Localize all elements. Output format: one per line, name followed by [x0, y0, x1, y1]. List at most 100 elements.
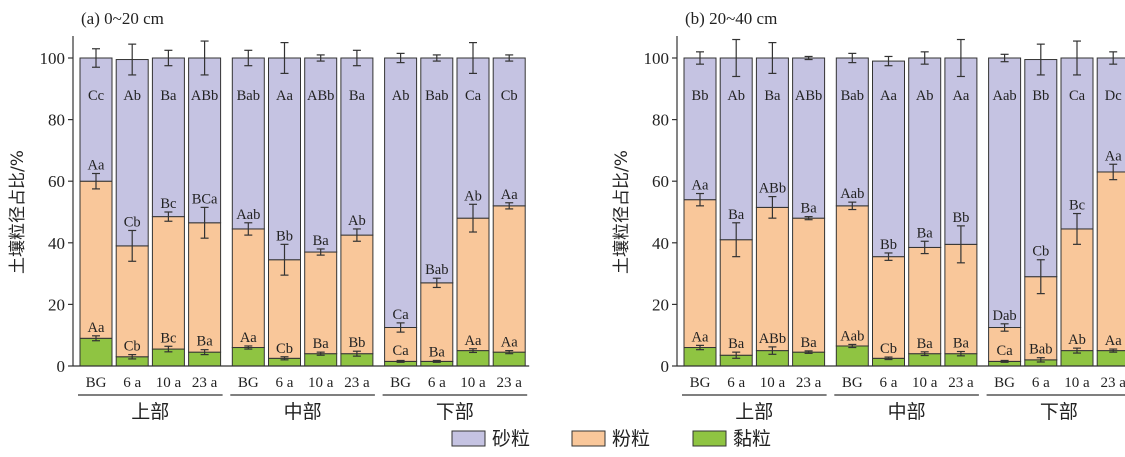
- significance-label: Ba: [313, 336, 330, 352]
- y-axis-label: 土壤粒径占比/%: [7, 150, 28, 274]
- x-tick-label: 6 a: [123, 375, 141, 391]
- significance-label: ABb: [307, 88, 334, 104]
- chart-panel-1: (a) 0~20 cm 土壤粒径占比/% 0 20 40 60 80 100 Aa Aa Cc BG C…: [7, 9, 530, 423]
- bar-segment-粉粒: [719, 239, 753, 356]
- significance-label: Bc: [160, 196, 176, 212]
- x-tick-label: 23 a: [1100, 375, 1125, 391]
- bar-segment-砂粒: [835, 57, 869, 207]
- significance-label: Ca: [1069, 88, 1086, 104]
- bar-segment-粉粒: [683, 199, 717, 349]
- significance-label: Ba: [801, 335, 818, 351]
- x-tick-label: 10 a: [760, 375, 786, 391]
- bar-11: Aa Ab Ca: [456, 41, 490, 367]
- chart-panel-2: (b) 20~40 cm 土壤粒径占比/% 0 20 40 60 80 100 Aa Aa Bb BG…: [611, 9, 1125, 423]
- bar-9: Ca Dab Aab: [988, 53, 1022, 367]
- significance-label: Ba: [917, 225, 934, 241]
- significance-label: Bb: [952, 210, 969, 226]
- significance-label: Ab: [727, 88, 745, 104]
- x-tick-label: 10 a: [912, 375, 938, 391]
- y-tick-label: 100: [40, 49, 66, 68]
- y-tick-label: 40: [48, 234, 65, 253]
- bar-segment-粉粒: [151, 216, 185, 350]
- bar-segment-砂粒: [492, 57, 526, 207]
- group-label: 上部: [735, 401, 773, 423]
- bar-segment-砂粒: [151, 57, 185, 218]
- significance-label: Ca: [997, 343, 1014, 359]
- bar-segment-砂粒: [340, 57, 374, 236]
- significance-label: Ab: [348, 213, 366, 229]
- significance-label: Cb: [880, 341, 897, 357]
- significance-label: BCa: [192, 191, 218, 207]
- x-tick-label: 23 a: [496, 375, 522, 391]
- y-tick-label: 0: [661, 357, 670, 376]
- significance-label: Ba: [728, 336, 745, 352]
- group-label: 中部: [284, 401, 322, 423]
- chart-title: (a) 0~20 cm: [81, 9, 164, 28]
- legend-swatch: [451, 430, 486, 447]
- significance-label: Aa: [501, 335, 518, 351]
- x-tick-label: BG: [86, 375, 107, 391]
- significance-label: Dab: [993, 308, 1017, 324]
- bar-6: Cb Bb Aa: [268, 41, 301, 367]
- significance-label: Bb: [1032, 88, 1049, 104]
- significance-label: Aa: [1105, 333, 1122, 349]
- legend-label: 黏粒: [733, 428, 771, 450]
- bar-segment-粉粒: [1096, 171, 1125, 352]
- bar-segment-砂粒: [719, 57, 753, 241]
- x-tick-label: 6 a: [276, 375, 294, 391]
- significance-label: Aab: [840, 328, 864, 344]
- significance-label: Cb: [501, 88, 518, 104]
- significance-label: ABb: [795, 88, 822, 104]
- significance-label: ABb: [759, 181, 786, 197]
- y-tick-label: 60: [48, 172, 65, 191]
- bar-segment-砂粒: [231, 57, 265, 230]
- bar-segment-砂粒: [188, 57, 222, 224]
- significance-label: Bc: [160, 330, 176, 346]
- significance-label: Aa: [692, 178, 709, 194]
- significance-label: Ba: [728, 207, 745, 223]
- significance-label: Ba: [801, 201, 818, 217]
- significance-label: Aab: [993, 88, 1017, 104]
- bar-segment-黏粒: [231, 347, 265, 367]
- significance-label: Aa: [88, 320, 105, 336]
- chart-title: (b) 20~40 cm: [685, 9, 777, 28]
- bar-segment-砂粒: [988, 57, 1022, 328]
- bar-3: Bc Bc Ba: [151, 49, 185, 367]
- bar-segment-黏粒: [835, 345, 869, 367]
- significance-label: Ba: [349, 88, 366, 104]
- x-tick-label: 6 a: [727, 375, 745, 391]
- bar-2: Ba Ba Ab: [719, 38, 753, 367]
- significance-label: Bb: [692, 88, 709, 104]
- legend-label: 砂粒: [492, 428, 530, 450]
- significance-label: Bab: [237, 88, 260, 104]
- bar-5: Aab Aab Bab: [835, 52, 869, 367]
- legend-label: 粉粒: [612, 428, 650, 450]
- significance-label: Aa: [88, 158, 105, 174]
- legend-item: 砂粒: [451, 428, 530, 450]
- x-tick-label: 10 a: [308, 375, 334, 391]
- significance-label: ABb: [191, 88, 218, 104]
- group-label: 中部: [888, 401, 926, 423]
- group-label: 下部: [436, 401, 474, 423]
- bar-segment-粉粒: [492, 205, 526, 353]
- significance-label: Ab: [916, 88, 934, 104]
- significance-label: Ca: [465, 88, 482, 104]
- significance-label: Ba: [429, 344, 446, 360]
- significance-label: Cb: [124, 339, 141, 355]
- legend: 砂粒 粉粒 黏粒: [451, 428, 771, 450]
- bar-11: Ab Bc Ca: [1060, 40, 1094, 367]
- y-tick-label: 0: [57, 357, 66, 376]
- significance-label: Aa: [465, 333, 482, 349]
- significance-label: Cb: [1032, 244, 1049, 260]
- significance-label: Aa: [276, 88, 293, 104]
- x-tick-label: BG: [390, 375, 411, 391]
- bar-segment-粉粒: [231, 228, 265, 349]
- significance-label: Ca: [393, 307, 410, 323]
- significance-label: Bc: [1069, 198, 1085, 214]
- x-tick-label: 6 a: [428, 375, 446, 391]
- bar-segment-砂粒: [420, 57, 454, 284]
- significance-label: Ba: [953, 336, 970, 352]
- bar-12: Aa Aa Dc: [1096, 51, 1125, 367]
- bar-segment-砂粒: [1060, 57, 1094, 230]
- legend-swatch: [571, 430, 606, 447]
